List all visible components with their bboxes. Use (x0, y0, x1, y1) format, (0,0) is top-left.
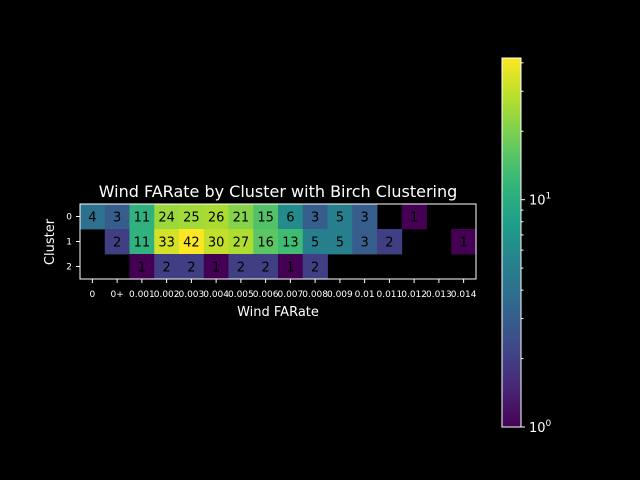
cell-value-label: 2 (187, 261, 195, 276)
cell-value-label: 3 (113, 211, 121, 226)
cell-value-label: 33 (158, 236, 175, 251)
heatmap-cell (104, 204, 130, 230)
cell-value-label: 5 (336, 236, 344, 251)
x-tick-label: 0.011 (376, 290, 402, 300)
cell-value-label: 2 (113, 236, 121, 251)
heatmap-cell (228, 254, 254, 280)
x-tick-label: 0.005 (228, 290, 254, 300)
heatmap-cell (154, 254, 180, 280)
colorbar (501, 57, 522, 428)
heatmap-cell (228, 204, 254, 230)
heatmap-cell (302, 229, 328, 255)
x-tick-label: 0.008 (302, 290, 328, 300)
heatmap-cell (278, 229, 304, 255)
cell-value-label: 1 (212, 261, 220, 276)
heatmap-cell (154, 204, 180, 230)
heatmap-cell (129, 229, 155, 255)
colorbar-ticks: 100 101 (521, 62, 552, 436)
x-tick-label: 0.009 (327, 290, 353, 300)
heatmap-cell (154, 229, 180, 255)
heatmap-cell (327, 204, 353, 230)
x-tick-label: 0.014 (451, 290, 477, 300)
x-tick-label: 0.007 (277, 290, 303, 300)
heatmap-cell (253, 229, 279, 255)
heatmap-cell (253, 254, 279, 280)
cell-value-label: 2 (162, 261, 170, 276)
x-tick-label: 0.006 (253, 290, 279, 300)
x-tick-label: 0 (90, 290, 96, 300)
cell-value-label: 13 (282, 236, 299, 251)
cell-value-label: 5 (311, 236, 319, 251)
x-tick-label: 0.013 (426, 290, 452, 300)
x-tick-label: 0.001 (129, 290, 155, 300)
colorbar-tick-label: 101 (529, 192, 551, 209)
cell-value-label: 3 (360, 236, 368, 251)
cell-value-label: 2 (385, 236, 393, 251)
cell-value-label: 1 (138, 261, 146, 276)
heatmap-cell (228, 229, 254, 255)
cell-value-label: 3 (360, 211, 368, 226)
heatmap-cell (104, 229, 130, 255)
chart-title: Wind FARate by Cluster with Birch Cluste… (99, 182, 458, 201)
x-tick-label: 0.004 (203, 290, 229, 300)
heatmap-cell (179, 229, 205, 255)
heatmap-cells (80, 204, 477, 280)
heatmap-cell (352, 229, 378, 255)
x-axis-label: Wind FARate (237, 305, 319, 320)
heatmap-cell (203, 204, 229, 230)
heatmap-cell (203, 254, 229, 280)
cell-value-label: 1 (286, 261, 294, 276)
cell-value-label: 3 (311, 211, 319, 226)
heatmap-cell (302, 254, 328, 280)
y-axis-ticks: 0 1 2 (66, 213, 80, 273)
cell-value-label: 11 (134, 236, 151, 251)
cell-value-label: 15 (257, 211, 274, 226)
y-axis-label: Cluster (43, 218, 58, 265)
heatmap-cell (253, 204, 279, 230)
heatmap-cell (327, 229, 353, 255)
cell-value-label: 5 (336, 211, 344, 226)
cell-value-label: 42 (183, 236, 200, 251)
x-tick-label: 0+ (110, 290, 123, 300)
heatmap-cell (302, 204, 328, 230)
heatmap-cell (377, 229, 403, 255)
y-tick-label: 2 (66, 263, 72, 273)
x-axis-ticks: 0 0+ 0.0010.0020.0030.0040.0050.0060.0070.… (90, 279, 477, 300)
heatmap-cell (80, 204, 106, 230)
heatmap-cell (278, 254, 304, 280)
cell-value-label: 21 (233, 211, 250, 226)
cell-value-label: 27 (233, 236, 250, 251)
cell-value-label: 16 (257, 236, 274, 251)
cell-value-label: 25 (183, 211, 200, 226)
x-tick-label: 0.012 (401, 290, 427, 300)
x-tick-label: 0.01 (355, 290, 375, 300)
cell-value-label: 24 (158, 211, 175, 226)
cell-value-label: 2 (261, 261, 269, 276)
y-tick-label: 1 (66, 238, 72, 248)
y-tick-label: 0 (66, 213, 72, 223)
heatmap-cell (401, 204, 427, 230)
cell-value-label: 4 (88, 211, 96, 226)
cell-value-label: 2 (311, 261, 319, 276)
cell-value-label: 26 (208, 211, 225, 226)
heatmap-cell (278, 204, 304, 230)
heatmap-cell (451, 229, 477, 255)
heatmap-cell (179, 254, 205, 280)
heatmap-cell (352, 204, 378, 230)
cell-value-label: 1 (410, 211, 418, 226)
cell-labels: 4 3 11 24 25 26 21 15 6 3 5 3 12 11 33 42 30 27 16 13 5 5 3 2 11… (88, 211, 468, 276)
x-tick-label: 0.002 (154, 290, 180, 300)
heatmap-cell (129, 254, 155, 280)
cell-value-label: 1 (459, 236, 467, 251)
heatmap-cell (179, 204, 205, 230)
cell-value-label: 2 (237, 261, 245, 276)
cell-value-label: 11 (134, 211, 151, 226)
heatmap-cell (129, 204, 155, 230)
cell-value-label: 6 (286, 211, 294, 226)
x-tick-label: 0.003 (178, 290, 204, 300)
cell-value-label: 30 (208, 236, 225, 251)
heatmap-cell (203, 229, 229, 255)
colorbar-tick-label: 100 (529, 419, 552, 436)
